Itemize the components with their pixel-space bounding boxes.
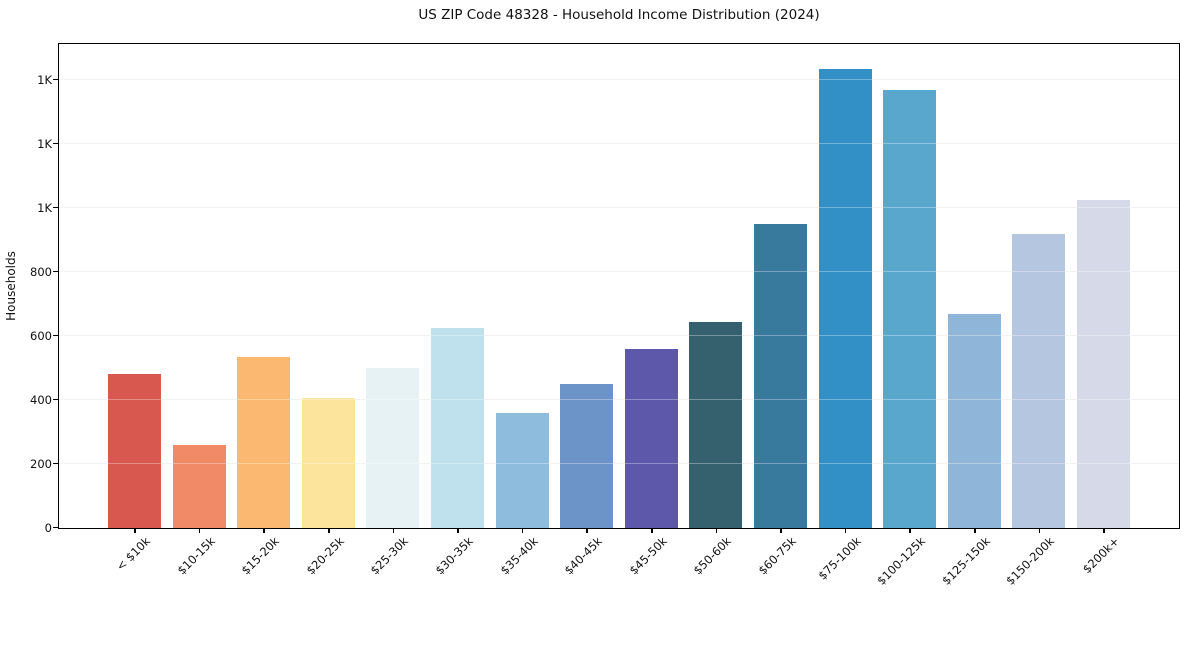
x-tick-label: $35-40k xyxy=(417,534,541,657)
gridline-overlay xyxy=(59,143,1179,144)
bar-10k xyxy=(108,374,161,528)
x-tick-label: $100-125k xyxy=(805,534,929,657)
x-tick-label: $15-20k xyxy=(159,534,283,657)
gridline-overlay xyxy=(59,399,1179,400)
x-tick-mark xyxy=(780,528,782,533)
x-tick-mark xyxy=(1039,528,1041,533)
bar-150-200k xyxy=(1012,234,1065,528)
x-tick-mark xyxy=(263,528,265,533)
gridline-overlay xyxy=(59,79,1179,80)
x-tick-label: $125-150k xyxy=(870,534,994,657)
x-tick-label: $150-200k xyxy=(934,534,1058,657)
bar-75-100k xyxy=(819,69,872,528)
bar-45-50k xyxy=(625,349,678,528)
x-tick-mark xyxy=(522,528,524,533)
y-tick-label: 600 xyxy=(0,328,52,344)
x-tick-label: $40-45k xyxy=(482,534,606,657)
bar-125-150k xyxy=(948,314,1001,528)
x-tick-mark xyxy=(457,528,459,533)
x-tick-label: $20-25k xyxy=(224,534,348,657)
x-tick-mark xyxy=(586,528,588,533)
y-tick-label: 1K xyxy=(0,200,52,216)
x-tick-label: < $10k xyxy=(30,534,154,657)
y-tick-label: 1K xyxy=(0,136,52,152)
y-tick-label: 1K xyxy=(0,72,52,88)
x-tick-mark xyxy=(909,528,911,533)
bar-40-45k xyxy=(560,384,613,528)
x-tick-mark xyxy=(651,528,653,533)
x-tick-mark xyxy=(845,528,847,533)
gridline-overlay xyxy=(59,271,1179,272)
bar-25-30k xyxy=(366,368,419,528)
x-tick-mark xyxy=(199,528,201,533)
x-tick-label: $60-75k xyxy=(676,534,800,657)
x-tick-mark xyxy=(393,528,395,533)
y-tick-label: 800 xyxy=(0,264,52,280)
x-tick-mark xyxy=(134,528,136,533)
y-tick-label: 200 xyxy=(0,456,52,472)
x-tick-mark xyxy=(716,528,718,533)
y-tick-label: 0 xyxy=(0,520,52,536)
x-tick-label: $10-15k xyxy=(94,534,218,657)
x-tick-label: $200k+ xyxy=(999,534,1123,657)
bar-10-15k xyxy=(173,445,226,528)
bar-35-40k xyxy=(496,413,549,528)
bar-50-60k xyxy=(689,322,742,528)
chart-title: US ZIP Code 48328 - Household Income Dis… xyxy=(59,6,1179,24)
gridline-overlay xyxy=(59,335,1179,336)
x-tick-label: $75-100k xyxy=(740,534,864,657)
gridline-overlay xyxy=(59,207,1179,208)
x-tick-mark xyxy=(1103,528,1105,533)
gridline-overlay xyxy=(59,463,1179,464)
y-tick-mark xyxy=(53,527,59,529)
bar-200k xyxy=(1077,200,1130,528)
x-tick-mark xyxy=(328,528,330,533)
x-tick-label: $50-60k xyxy=(611,534,735,657)
bar-15-20k xyxy=(237,357,290,528)
bar-30-35k xyxy=(431,328,484,528)
x-tick-label: $45-50k xyxy=(547,534,671,657)
plot-area xyxy=(58,43,1180,529)
x-tick-label: $30-35k xyxy=(353,534,477,657)
x-tick-label: $25-30k xyxy=(288,534,412,657)
x-tick-mark xyxy=(974,528,976,533)
y-tick-label: 400 xyxy=(0,392,52,408)
